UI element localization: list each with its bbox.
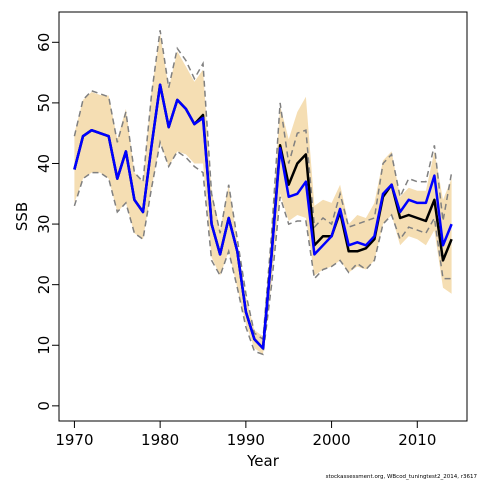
y-tick-label: 0	[35, 401, 53, 411]
footer-note: stockassessment.org, WBcod_tuningtest2_2…	[326, 474, 478, 480]
ssb-blue-line	[73, 83, 453, 350]
confidence-band-layer	[74, 33, 452, 355]
x-axis-title: Year	[246, 452, 280, 470]
x-tick-label: 1990	[227, 431, 265, 449]
confidence-band	[74, 33, 452, 355]
x-tick-label: 1970	[55, 431, 93, 449]
y-tick-label: 10	[35, 336, 53, 355]
y-tick-label: 50	[35, 93, 53, 112]
y-axis: 0 10 20 30 40 50 60	[35, 33, 60, 411]
x-axis: 1970 1980 1990 2000 2010	[55, 420, 436, 449]
y-tick-label: 20	[35, 275, 53, 294]
y-tick-label: 30	[35, 215, 53, 234]
y-tick-label: 60	[35, 33, 53, 52]
y-tick-label: 40	[35, 154, 53, 173]
ssb-series-layer	[73, 83, 453, 350]
ci-lower-line	[73, 139, 452, 356]
x-tick-label: 2010	[398, 431, 436, 449]
x-tick-label: 2000	[312, 431, 350, 449]
y-axis-title: SSB	[13, 202, 31, 231]
x-tick-label: 1980	[141, 431, 179, 449]
